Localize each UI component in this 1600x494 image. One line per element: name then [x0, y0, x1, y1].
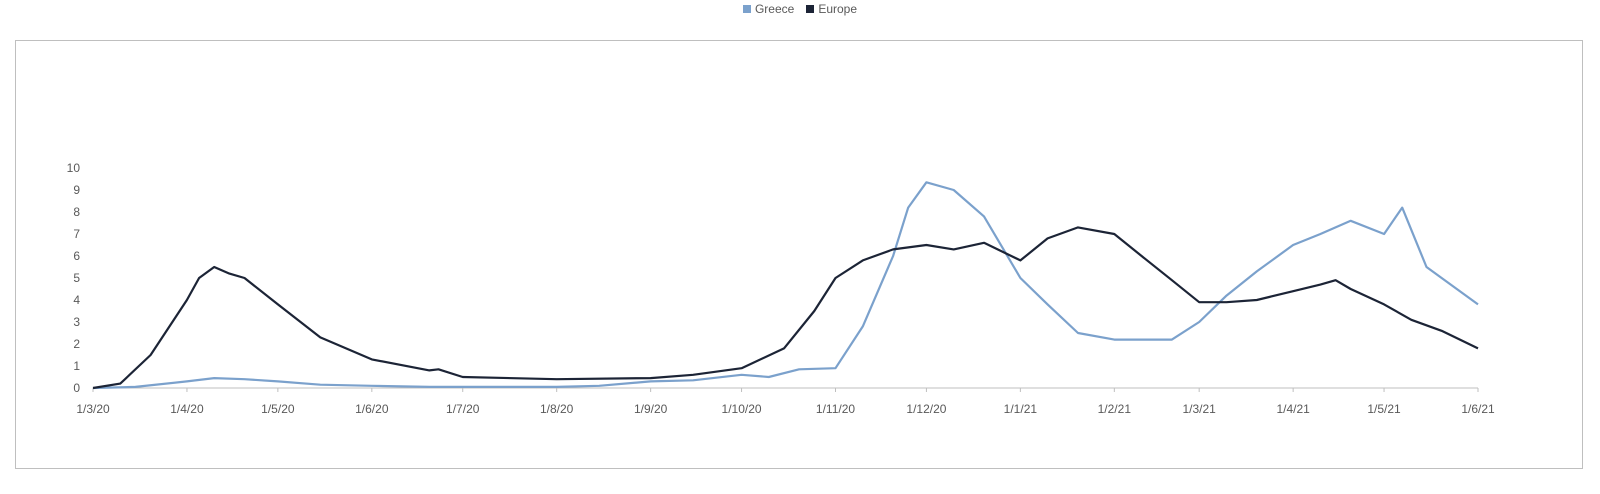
- x-tick-label: 1/4/20: [170, 402, 204, 416]
- legend-item-greece: Greece: [742, 2, 795, 16]
- x-tick-label: 1/9/20: [634, 402, 668, 416]
- x-tick-label: 1/7/20: [446, 402, 480, 416]
- legend-label-europe: Europe: [818, 2, 858, 16]
- chart-frame: [15, 40, 1583, 469]
- legend-item-europe: Europe: [806, 2, 857, 16]
- y-tick-label: 5: [73, 271, 80, 285]
- y-tick-label: 2: [73, 337, 80, 351]
- legend-swatch-greece: [742, 5, 751, 13]
- y-tick-label: 3: [73, 315, 80, 329]
- series-line-europe: [92, 226, 1479, 390]
- x-tick-label: 1/8/20: [540, 402, 574, 416]
- series-line-greece: [92, 181, 1479, 390]
- y-tick-label: 7: [73, 227, 80, 241]
- x-tick-label: 1/5/20: [261, 402, 295, 416]
- chart-legend: Greece Europe: [0, 2, 1600, 16]
- x-tick-label: 1/12/20: [906, 402, 946, 416]
- x-tick-label: 1/6/21: [1461, 402, 1495, 416]
- y-tick-label: 9: [73, 183, 80, 197]
- y-tick-label: 4: [73, 293, 80, 307]
- y-tick-label: 6: [73, 249, 80, 263]
- x-tick-label: 1/11/20: [816, 402, 855, 416]
- x-tick-label: 1/3/21: [1182, 402, 1216, 416]
- y-tick-label: 8: [73, 205, 80, 219]
- x-tick-label: 1/3/20: [76, 402, 110, 416]
- x-tick-label: 1/5/21: [1367, 402, 1401, 416]
- x-tick-label: 1/1/21: [1004, 402, 1038, 416]
- y-tick-label: 10: [67, 161, 81, 175]
- y-tick-label: 0: [73, 381, 80, 395]
- x-tick-label: 1/10/20: [722, 402, 762, 416]
- y-tick-label: 1: [73, 359, 80, 373]
- x-tick-label: 1/6/20: [355, 402, 389, 416]
- legend-label-greece: Greece: [754, 2, 795, 16]
- x-tick-label: 1/2/21: [1098, 402, 1132, 416]
- legend-swatch-europe: [806, 5, 815, 13]
- x-tick-label: 1/4/21: [1276, 402, 1310, 416]
